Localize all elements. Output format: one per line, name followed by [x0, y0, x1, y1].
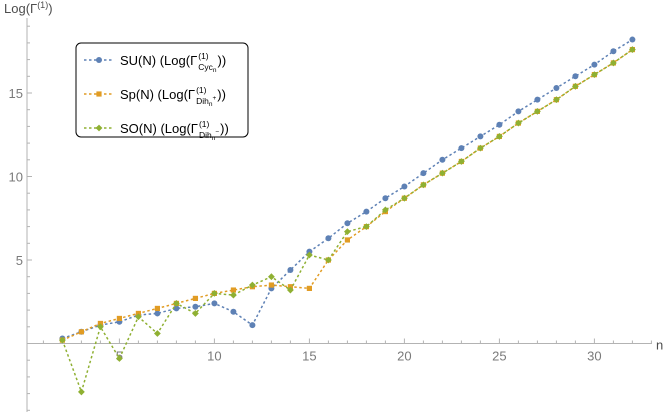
data-point: [135, 313, 142, 321]
x-tick-label: 15: [302, 349, 316, 364]
data-point: [439, 169, 446, 177]
legend: SU(N) (Log(Γ (1)Cycn))Sp(N) (Log(Γ (1)Dihn…: [75, 42, 249, 142]
legend-label-superscript: (1): [196, 85, 207, 95]
data-point: [173, 300, 180, 307]
data-point: [629, 46, 636, 53]
data-point: [230, 308, 237, 315]
legend-label-superscript: (1): [199, 119, 210, 129]
data-point: [211, 290, 218, 297]
data-point: [382, 206, 389, 214]
data-point: [534, 107, 541, 115]
data-point: [192, 295, 198, 302]
data-point: [306, 251, 313, 259]
data-point: [268, 273, 275, 281]
data-point: [420, 181, 427, 189]
data-point: [515, 108, 522, 115]
data-point: [116, 315, 122, 322]
data-point: [572, 73, 579, 80]
data-point: [458, 145, 465, 152]
legend-label: Sp(N) (Log(Γ: [120, 87, 195, 102]
data-point: [287, 267, 294, 274]
data-point: [591, 71, 598, 79]
legend-label-superscript: (1): [198, 51, 209, 61]
data-point: [154, 305, 160, 312]
data-point: [78, 388, 85, 396]
data-point: [477, 144, 484, 152]
legend-label-suffix: )): [217, 87, 226, 102]
data-point: [325, 235, 332, 242]
y-tick-label: 5: [16, 253, 23, 268]
data-point: [211, 300, 218, 307]
x-tick-label: 10: [207, 349, 221, 364]
legend-swatch-marker: [96, 57, 102, 63]
data-point: [249, 281, 256, 289]
data-point: [553, 84, 560, 91]
data-point: [458, 158, 465, 165]
legend-label-suffix: )): [218, 53, 227, 68]
legend-label-suffix: )): [220, 121, 229, 136]
data-point: [496, 133, 503, 140]
data-point: [78, 329, 84, 335]
legend-item-3: SO(N) (Log(Γ (1)Dihn−)): [84, 119, 229, 142]
data-point: [154, 330, 161, 337]
x-axis-label: n: [656, 338, 663, 353]
data-point: [287, 286, 294, 294]
series-3: [59, 46, 636, 396]
series-layer: [59, 36, 636, 396]
data-point: [192, 303, 199, 310]
data-point: [230, 291, 237, 299]
x-tick-label: 20: [397, 349, 411, 364]
data-point: [439, 156, 446, 163]
x-tick-label: 30: [587, 349, 601, 364]
legend-item-2: Sp(N) (Log(Γ (1)Dihn+)): [84, 85, 226, 108]
data-point: [344, 228, 351, 236]
data-point: [154, 310, 161, 317]
data-point: [629, 36, 636, 43]
data-point: [230, 287, 236, 293]
data-point: [268, 282, 274, 288]
data-point: [97, 323, 104, 331]
y-tick-label: 10: [9, 170, 23, 185]
data-point: [515, 119, 522, 127]
data-point: [610, 48, 617, 55]
data-point: [420, 170, 427, 177]
data-point: [401, 194, 408, 202]
legend-swatch-marker: [96, 91, 102, 97]
data-point: [344, 237, 350, 243]
legend-label-subscript: Dihn−: [199, 129, 219, 142]
data-point: [116, 355, 123, 362]
legend-swatch-marker: [95, 124, 103, 132]
data-point: [610, 59, 617, 67]
x-tick-label: 25: [492, 349, 506, 364]
legend-label: SU(N) (Log(Γ: [120, 53, 197, 68]
data-point: [249, 322, 256, 329]
data-point: [59, 336, 66, 344]
y-axis-label: Log(Γ(1)): [4, 0, 53, 16]
data-point: [382, 195, 389, 202]
data-point: [553, 96, 560, 104]
data-point: [344, 220, 351, 227]
data-point: [363, 208, 370, 215]
data-point: [496, 121, 503, 128]
data-point: [477, 133, 484, 140]
data-point: [591, 61, 598, 68]
data-point: [534, 96, 541, 103]
legend-box: [75, 42, 249, 138]
data-point: [306, 285, 312, 291]
data-point: [325, 256, 332, 264]
legend-item-1: SU(N) (Log(Γ (1)Cycn)): [84, 51, 226, 74]
data-point: [572, 82, 579, 90]
y-tick-label: 15: [9, 86, 23, 101]
legend-label-subscript: Dihn+: [196, 95, 216, 108]
data-point: [173, 305, 180, 312]
data-point: [401, 183, 408, 190]
data-point: [363, 223, 370, 230]
legend-label: SO(N) (Log(Γ: [120, 121, 198, 136]
legend-label-subscript: Cycn: [198, 62, 217, 74]
axes: 5101520253051015Log(Γ(1))n: [4, 0, 663, 412]
data-point: [192, 310, 199, 317]
